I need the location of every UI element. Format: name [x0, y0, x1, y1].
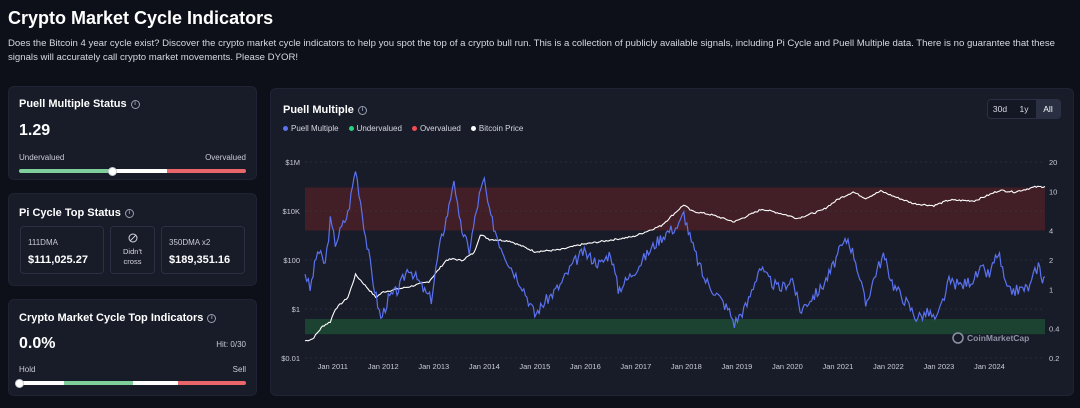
cycle-top-card: Crypto Market Cycle Top Indicators i 0.0…: [8, 299, 257, 396]
legend-label: Undervalued: [356, 124, 402, 133]
cycle-top-gauge-knob: [14, 378, 24, 388]
not-crossed-icon: [128, 233, 138, 243]
timeframe-30d-button[interactable]: 30d: [992, 104, 1008, 114]
overvalued-label: Overvalued: [205, 153, 246, 162]
legend-label: Overvalued: [419, 124, 461, 133]
pi-cycle-350dma-value: $189,351.16: [169, 254, 231, 266]
page-title: Crypto Market Cycle Indicators: [8, 8, 274, 28]
puell-gauge: [19, 166, 246, 176]
info-icon[interactable]: i: [124, 208, 134, 218]
legend-item[interactable]: Undervalued: [348, 124, 402, 133]
chart-title: Puell Multiple: [283, 104, 354, 116]
legend-dot-icon: [470, 126, 476, 131]
pi-cycle-111dma-value: $111,025.27: [28, 254, 88, 266]
info-icon[interactable]: i: [130, 99, 140, 109]
legend-label: Bitcoin Price: [478, 124, 524, 133]
pi-cycle-350dma-label: 350DMA x2: [169, 238, 211, 247]
pi-cycle-111dma-box: 111DMA $111,025.27: [20, 226, 104, 274]
pi-cycle-cross-status-box: Didn't cross: [110, 226, 155, 274]
pi-cycle-111dma-label: 111DMA: [28, 238, 58, 247]
cycle-top-hit-count: Hit: 0/30: [216, 340, 246, 349]
sell-label: Sell: [232, 365, 246, 374]
puell-chart-card: [270, 88, 1074, 396]
info-icon[interactable]: i: [357, 105, 367, 115]
undervalued-label: Undervalued: [19, 153, 65, 162]
puell-gauge-knob: [107, 166, 117, 176]
pi-cycle-title: Pi Cycle Top Status: [19, 207, 121, 219]
cycle-top-title: Crypto Market Cycle Top Indicators: [19, 312, 204, 324]
pi-cycle-350dma-box: 350DMA x2 $189,351.16: [161, 226, 245, 274]
page-description: Does the Bitcoin 4 year cycle exist? Dis…: [8, 38, 1055, 63]
hold-label: Hold: [19, 365, 36, 374]
puell-status-card: Puell Multiple Status i 1.29 Undervalued…: [8, 86, 257, 180]
timeframe-all-button[interactable]: All: [1036, 100, 1060, 118]
chart-legend: Puell Multiple Undervalued Overvalued Bitco…: [283, 124, 523, 133]
legend-label: Puell Multiple: [291, 124, 339, 133]
pi-cycle-cross-status: Didn't cross: [123, 247, 142, 266]
legend-item[interactable]: Puell Multiple: [283, 124, 339, 133]
cycle-top-gauge: [14, 378, 246, 388]
legend-dot-icon: [348, 126, 354, 131]
cycle-top-value: 0.0%: [19, 335, 56, 352]
timeframe-1y-button[interactable]: 1y: [1019, 104, 1029, 114]
timeframe-selector: 30d 1y All: [987, 99, 1061, 119]
puell-status-title: Puell Multiple Status: [19, 98, 127, 110]
legend-dot-icon: [283, 126, 288, 131]
puell-status-value: 1.29: [19, 122, 51, 139]
legend-item[interactable]: Overvalued: [411, 124, 461, 133]
legend-dot-icon: [411, 126, 417, 131]
info-icon[interactable]: i: [207, 313, 217, 323]
legend-item[interactable]: Bitcoin Price: [470, 124, 524, 133]
